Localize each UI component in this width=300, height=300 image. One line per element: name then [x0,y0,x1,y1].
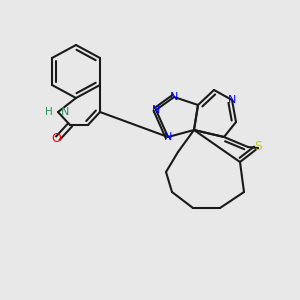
Text: N: N [152,105,160,115]
Text: N: N [228,95,236,105]
Text: N: N [170,92,178,102]
Text: N: N [164,132,172,142]
Text: S: S [254,140,262,152]
Text: H: H [45,107,53,117]
Text: N: N [61,107,69,117]
Text: O: O [51,131,61,145]
